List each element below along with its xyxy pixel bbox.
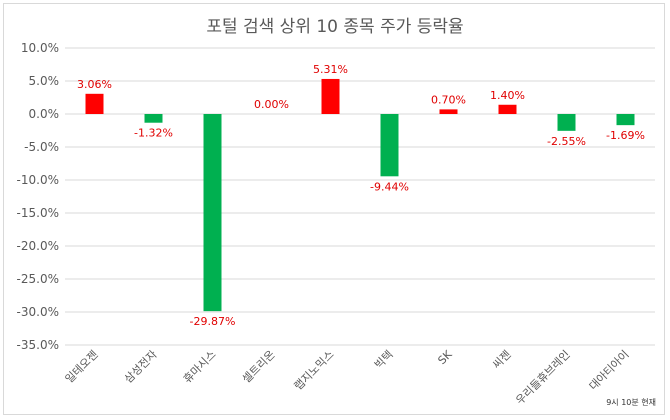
x-axis: 일테오젠 삼성전자 휴마시스 셀트리온 랩지노믹스 빅텍 SK 씨젠 우리들휴브레인 대아티아이 [62, 347, 632, 407]
data-label: 3.06% [77, 78, 112, 91]
data-label: 0.00% [254, 98, 289, 111]
x-tick-label: 우리들휴브레인 [513, 348, 572, 407]
x-tick-label: 랩지노믹스 [292, 348, 337, 393]
bar [144, 114, 163, 123]
data-label: 5.31% [313, 63, 348, 76]
y-tick-label: -30.0% [17, 305, 59, 319]
bar [380, 114, 399, 177]
y-axis: 10.0% 5.0% 0.0% -5.0% -10.0% -15.0% -20.0% -25.… [17, 41, 59, 352]
data-label: -9.44% [370, 180, 409, 193]
y-tick-label: -15.0% [17, 206, 59, 220]
x-tick-label: 빅텍 [372, 348, 396, 372]
bar [321, 78, 340, 114]
x-tick-label: 삼성전자 [122, 348, 160, 386]
x-tick-label: 휴마시스 [181, 348, 219, 386]
chart-frame [3, 3, 665, 415]
bar [85, 93, 104, 114]
gridlines [65, 47, 655, 346]
data-label: 0.70% [431, 93, 466, 106]
y-tick-label: 10.0% [21, 41, 59, 55]
y-tick-label: -10.0% [17, 173, 59, 187]
bar [439, 109, 458, 114]
x-tick-label: 씨젠 [490, 348, 514, 372]
x-tick-label: 셀트리온 [240, 348, 278, 386]
footnote: 9시 10분 현재 [606, 398, 656, 407]
bar [498, 104, 517, 114]
bar [557, 114, 576, 131]
y-tick-label: 0.0% [29, 107, 60, 121]
data-label: -2.55% [547, 135, 586, 148]
y-tick-label: -20.0% [17, 239, 59, 253]
bars [85, 78, 635, 312]
data-label: -29.87% [190, 315, 236, 328]
data-label: 1.40% [490, 89, 525, 102]
data-labels: 3.06% -1.32% -29.87% 0.00% 5.31% -9.44% 0.70% 1… [77, 63, 645, 328]
y-tick-label: -35.0% [17, 338, 59, 352]
x-tick-label: SK [435, 347, 455, 367]
chart-title: 포털 검색 상위 10 종목 주가 등락율 [206, 17, 464, 37]
data-label: -1.32% [134, 127, 173, 140]
data-label: -1.69% [606, 129, 645, 142]
x-tick-label: 대아티아이 [587, 348, 632, 393]
x-tick-label: 일테오젠 [62, 347, 101, 386]
y-tick-label: 5.0% [29, 74, 60, 88]
y-tick-label: -25.0% [17, 272, 59, 286]
y-tick-label: -5.0% [24, 140, 59, 154]
bar [203, 114, 222, 312]
bar [616, 114, 635, 126]
